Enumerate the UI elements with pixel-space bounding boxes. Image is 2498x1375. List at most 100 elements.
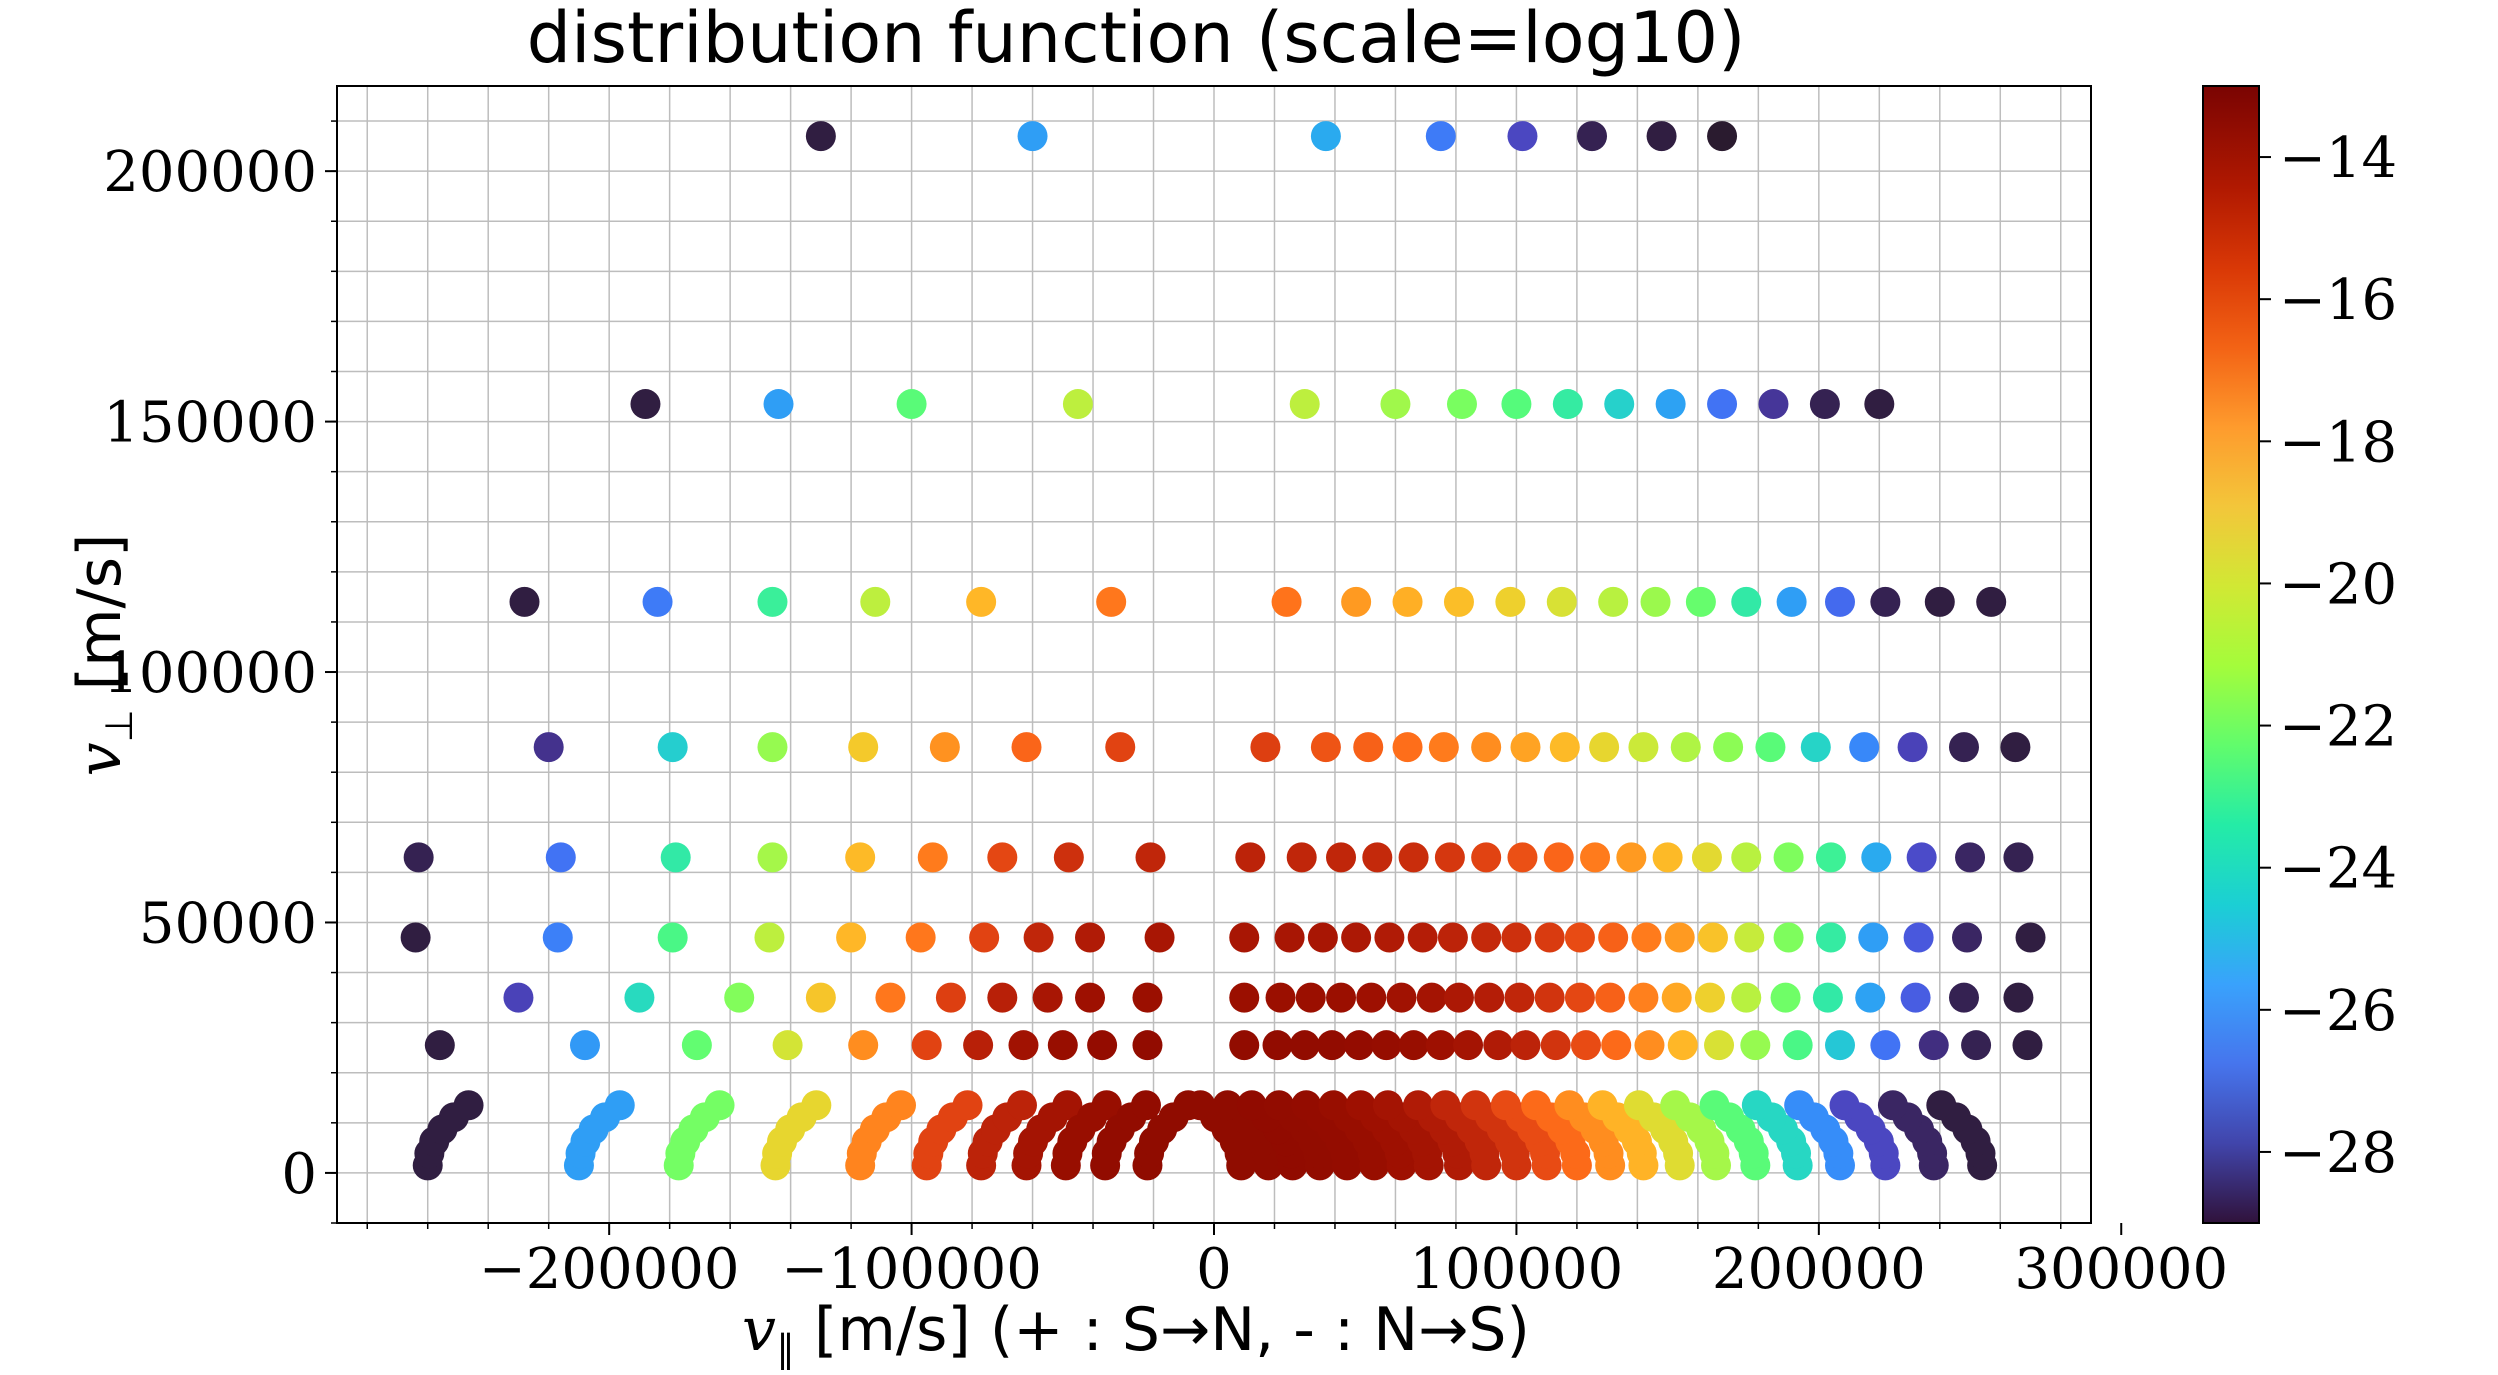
data-point — [848, 1030, 879, 1061]
data-point — [754, 922, 785, 953]
x-tick-label: −100000 — [781, 1237, 1042, 1302]
data-point — [1734, 922, 1765, 953]
data-point — [1062, 389, 1093, 420]
data-point — [1926, 1090, 1957, 1121]
data-point — [1661, 982, 1692, 1013]
data-point — [1877, 1090, 1908, 1121]
data-point — [1307, 922, 1338, 953]
data-point — [1755, 732, 1786, 763]
data-point — [1924, 586, 1955, 617]
data-point — [1740, 1030, 1771, 1061]
data-point — [886, 1090, 917, 1121]
data-point — [681, 1030, 712, 1061]
data-point — [1501, 389, 1532, 420]
data-point — [660, 842, 691, 873]
data-point — [1403, 1090, 1434, 1121]
data-point — [1229, 982, 1260, 1013]
data-point — [1495, 586, 1526, 617]
data-point — [987, 982, 1018, 1013]
data-point — [1849, 732, 1880, 763]
colorbar-tick-label: −16 — [2279, 268, 2397, 333]
data-point — [1291, 1090, 1322, 1121]
data-point — [1773, 842, 1804, 873]
data-point — [1490, 1090, 1521, 1121]
data-point — [1011, 732, 1042, 763]
data-point — [642, 586, 673, 617]
data-points — [400, 121, 2046, 1181]
data-point — [1380, 389, 1411, 420]
data-point — [1371, 1030, 1402, 1061]
y-axis-label: v⊥ [m/s] — [65, 534, 141, 777]
data-point — [1552, 389, 1583, 420]
data-point — [757, 732, 788, 763]
data-point — [935, 982, 966, 1013]
data-point — [1952, 922, 1983, 953]
data-point — [1374, 922, 1405, 953]
data-point — [1236, 1090, 1267, 1121]
data-point — [542, 922, 573, 953]
data-point — [801, 1090, 832, 1121]
data-point — [860, 586, 891, 617]
data-point — [1132, 1030, 1163, 1061]
data-point — [1623, 1090, 1654, 1121]
data-point — [2015, 922, 2046, 953]
data-point — [1437, 922, 1468, 953]
data-point — [545, 842, 576, 873]
data-point — [1580, 842, 1611, 873]
data-point — [1577, 121, 1608, 152]
data-point — [1815, 922, 1846, 953]
data-point — [2012, 1030, 2043, 1061]
data-point — [969, 922, 1000, 953]
data-point — [1948, 732, 1979, 763]
data-point — [875, 982, 906, 1013]
data-point — [1425, 121, 1456, 152]
data-point — [757, 842, 788, 873]
data-point — [657, 922, 688, 953]
data-point — [1646, 121, 1677, 152]
data-point — [1398, 1030, 1429, 1061]
data-point — [1713, 732, 1744, 763]
data-point — [1416, 982, 1447, 1013]
data-point — [896, 389, 927, 420]
data-point — [509, 586, 540, 617]
data-point — [1130, 1090, 1161, 1121]
data-point — [1483, 1030, 1514, 1061]
data-point — [1006, 1090, 1037, 1121]
data-point — [1699, 1090, 1730, 1121]
data-point — [1903, 922, 1934, 953]
data-point — [1398, 842, 1429, 873]
x-tick-label: −200000 — [479, 1237, 740, 1302]
data-point — [805, 121, 836, 152]
data-point — [400, 922, 431, 953]
data-point — [1976, 586, 2007, 617]
data-point — [1664, 922, 1695, 953]
data-point — [403, 842, 434, 873]
data-point — [1023, 922, 1054, 953]
data-point — [1631, 922, 1662, 953]
colorbar-tick-label: −26 — [2279, 979, 2397, 1044]
data-point — [1634, 1030, 1665, 1061]
data-point — [1392, 586, 1423, 617]
data-point — [1353, 732, 1384, 763]
y-tick-label: 0 — [281, 1142, 317, 1207]
data-point — [917, 842, 948, 873]
data-point — [1434, 842, 1465, 873]
data-point — [1425, 1030, 1456, 1061]
data-point — [657, 732, 688, 763]
data-point — [1326, 842, 1357, 873]
data-point — [1598, 586, 1629, 617]
data-point — [1310, 121, 1341, 152]
data-point — [1271, 586, 1302, 617]
data-point — [1310, 732, 1341, 763]
data-point — [1685, 586, 1716, 617]
data-point — [1510, 732, 1541, 763]
data-point — [845, 842, 876, 873]
data-point — [1731, 586, 1762, 617]
data-point — [848, 732, 879, 763]
data-point — [1604, 389, 1635, 420]
x-axis-label: v∥ [m/s] (+ : S→N, - : N→S) — [742, 1295, 1530, 1371]
data-point — [1501, 922, 1532, 953]
data-point — [1250, 732, 1281, 763]
data-point — [1105, 732, 1136, 763]
